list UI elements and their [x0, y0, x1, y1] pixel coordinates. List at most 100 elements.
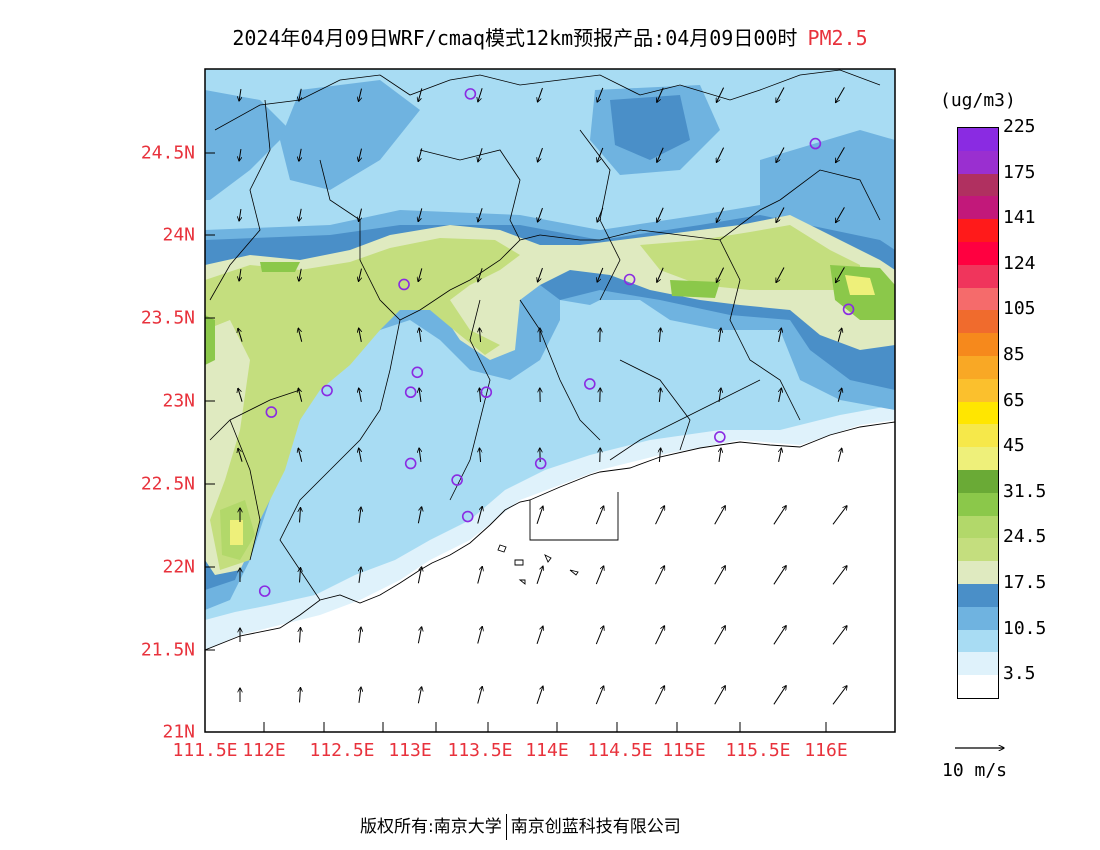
x-tick-label: 115.5E — [725, 740, 791, 761]
wind-vector — [298, 388, 303, 402]
wind-vector — [837, 448, 842, 462]
wind-vector — [538, 147, 543, 162]
wind-vector — [359, 507, 361, 523]
station-marker — [464, 88, 477, 100]
legend-swatch — [958, 401, 998, 425]
wind-vector — [418, 268, 423, 281]
x-tick-label: 112E — [242, 740, 286, 761]
wind-vector — [837, 388, 842, 402]
legend-label: 175 — [1003, 161, 1036, 183]
legend-swatch — [958, 264, 998, 288]
x-tick-label: 114.5E — [587, 740, 653, 761]
wind-vector — [418, 88, 423, 101]
wind-vector — [776, 147, 785, 163]
wind-vector — [595, 566, 603, 585]
wind-vector — [477, 506, 483, 524]
wind-vector — [832, 566, 847, 585]
legend-swatch — [958, 378, 998, 402]
wind-vector — [773, 566, 786, 585]
wind-vector — [477, 686, 483, 704]
wind-vector — [714, 566, 726, 585]
legend-label: 105 — [1003, 298, 1036, 320]
x-tick-label: 115E — [662, 740, 706, 761]
legend-label: 10.5 — [1003, 617, 1047, 639]
boundary-lines — [209, 69, 881, 601]
wind-vector — [655, 686, 665, 705]
x-tick-label: 113.5E — [447, 740, 513, 761]
x-tick-label: 116E — [804, 740, 848, 761]
wind-vector — [300, 688, 301, 703]
station-marker — [451, 474, 463, 486]
station-marker — [842, 303, 855, 316]
station-marker — [584, 378, 596, 390]
y-tick-label: 21N — [162, 721, 195, 743]
wind-vector — [299, 88, 301, 101]
legend-label: 65 — [1003, 389, 1025, 411]
legend-swatch — [958, 652, 998, 676]
wind-vector — [657, 147, 664, 163]
wind-vector — [595, 626, 603, 645]
wind-vector — [417, 687, 421, 704]
wind-vector — [836, 267, 845, 282]
wind-vector — [417, 627, 421, 644]
wind-vector — [597, 87, 604, 102]
wind-vector — [299, 208, 301, 221]
legend-unit: (ug/m3) — [940, 90, 1016, 111]
legend-label: 45 — [1003, 435, 1025, 457]
legend-swatch — [958, 219, 998, 242]
legend-label: 24.5 — [1003, 526, 1047, 548]
station-markers — [258, 88, 855, 597]
wind-vector — [832, 686, 847, 705]
legend-swatch — [958, 447, 998, 470]
wind-vector — [595, 686, 603, 705]
wind-vector — [837, 328, 842, 342]
wind-vector — [478, 208, 483, 222]
legend-swatch — [958, 675, 998, 698]
wind-vector — [536, 506, 543, 524]
legend-label: 141 — [1003, 207, 1036, 229]
title-text: 2024年04月09日WRF/cmaq模式12km预报产品:04月09日00时 — [232, 26, 798, 50]
wind-vector — [418, 148, 423, 161]
wind-vector — [779, 328, 782, 342]
wind-vector — [538, 207, 543, 222]
wind-vector — [358, 268, 362, 282]
wind-vector — [597, 207, 604, 222]
station-marker — [258, 585, 271, 597]
wind-vector — [479, 328, 480, 343]
station-marker — [398, 278, 410, 291]
y-tick-label: 24.5N — [140, 142, 195, 164]
wind-vector — [836, 207, 845, 222]
wind-vector — [298, 328, 303, 342]
wind-vector — [300, 568, 301, 583]
wind-vector — [538, 87, 543, 102]
wind-vector — [773, 506, 786, 525]
station-marker — [461, 510, 474, 523]
legend-label: 124 — [1003, 252, 1036, 274]
wind-vector — [477, 626, 483, 644]
coastline — [205, 421, 895, 651]
wind-vector — [719, 388, 721, 402]
station-marker — [404, 386, 417, 399]
legend-swatch — [958, 150, 998, 174]
variable-label: PM2.5 — [807, 26, 868, 50]
legend-swatch — [958, 241, 998, 265]
x-tick-label: 111.5E — [172, 740, 238, 761]
y-tick-label: 22N — [162, 556, 195, 578]
legend-label: 3.5 — [1003, 663, 1036, 685]
axis-ticks — [204, 152, 827, 733]
station-marker — [265, 406, 278, 418]
footer-divider — [505, 814, 507, 840]
wind-vector — [716, 87, 725, 103]
chart-title: 2024年04月09日WRF/cmaq模式12km预报产品:04月09日00时 P… — [0, 22, 1100, 51]
wind-vector — [657, 87, 664, 103]
wind-vector — [536, 626, 543, 644]
wind-vector — [655, 626, 665, 645]
legend-label: 85 — [1003, 344, 1025, 365]
wind-vector — [597, 147, 604, 162]
wind-vector — [716, 267, 725, 283]
copyright-left: 版权所有:南京大学 — [360, 817, 502, 837]
station-marker — [404, 457, 417, 470]
wind-vector — [419, 388, 421, 403]
station-marker — [480, 386, 493, 399]
